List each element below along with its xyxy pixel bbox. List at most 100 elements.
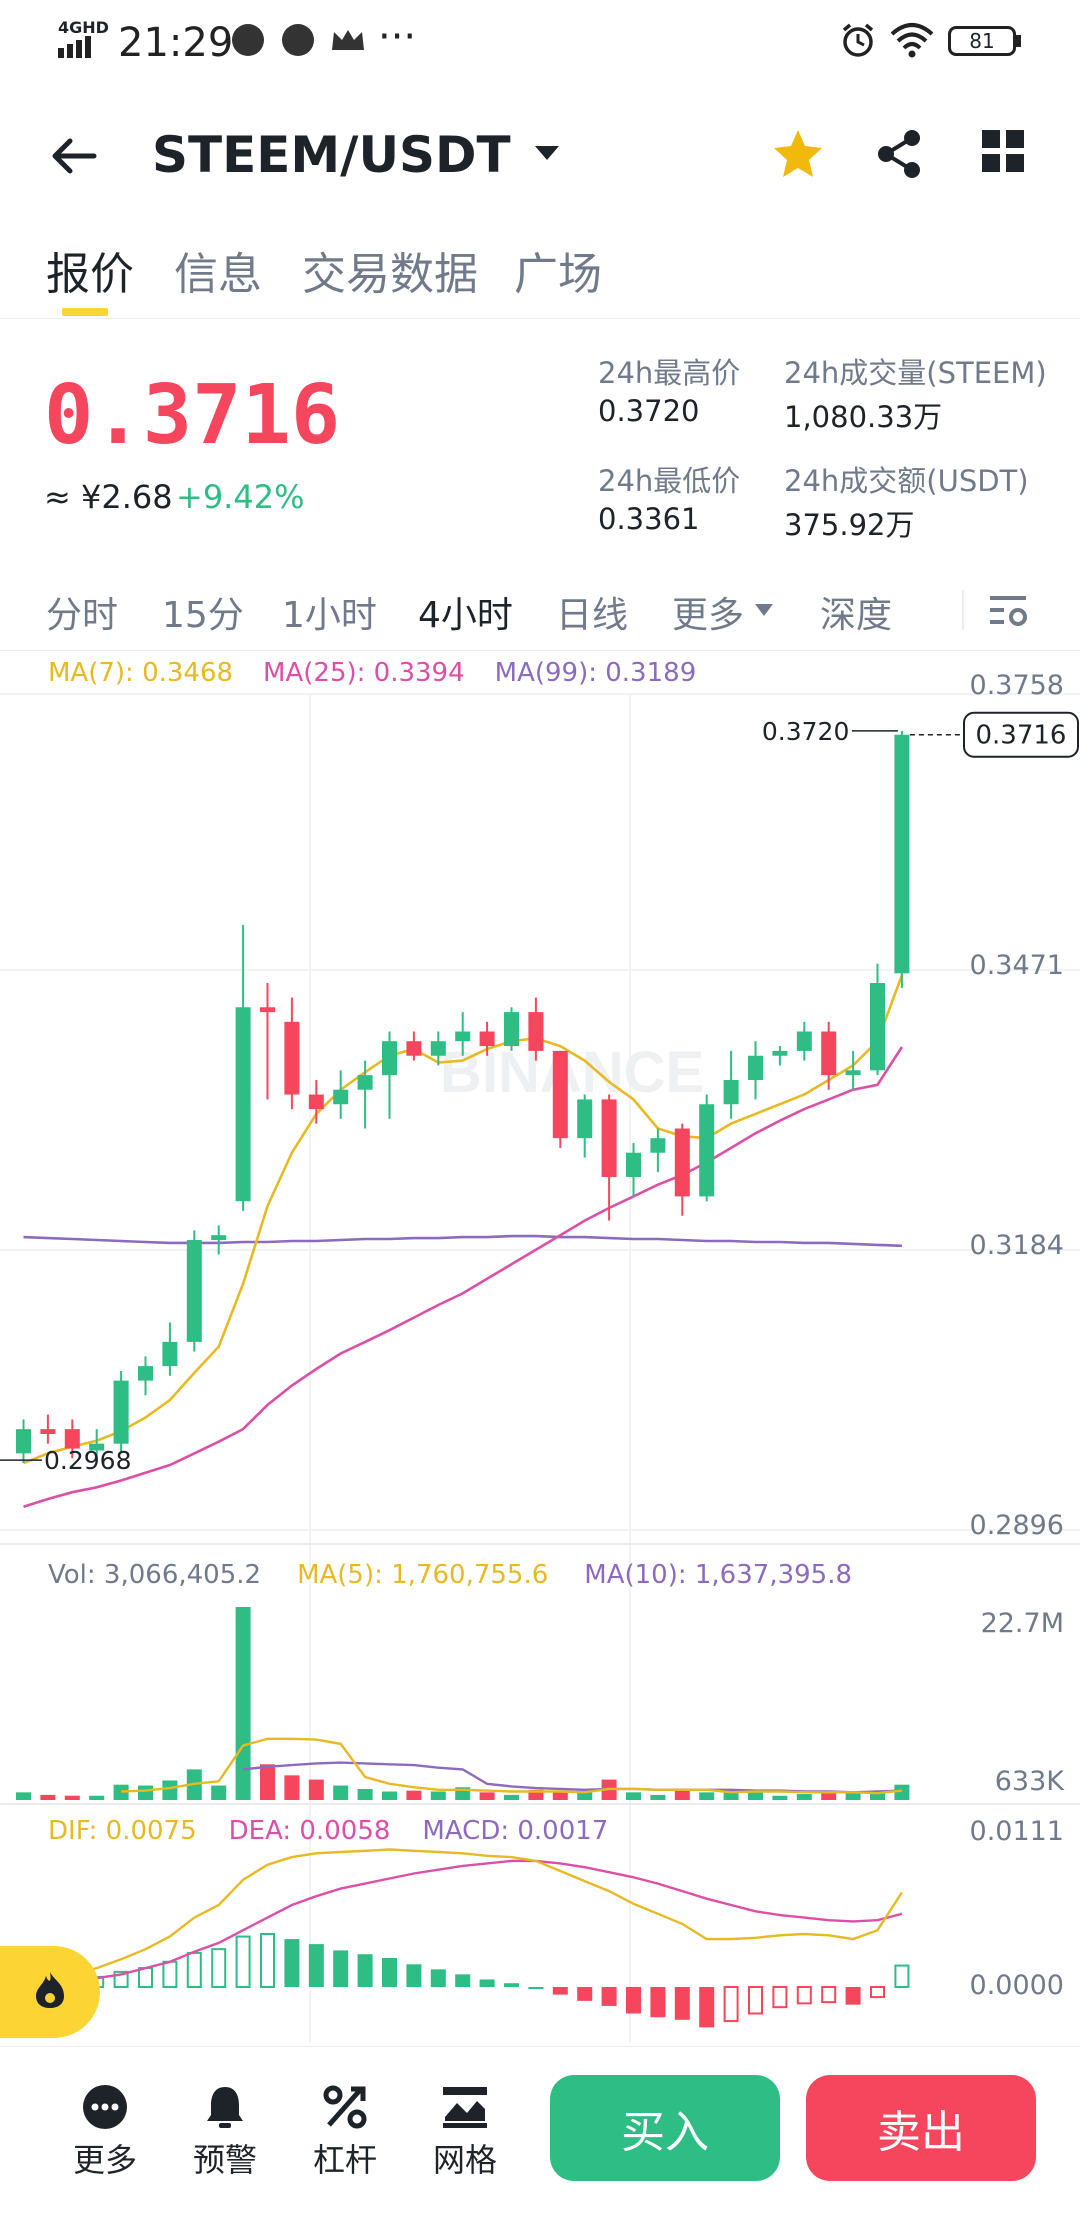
low-value: 0.3361: [598, 502, 700, 536]
volume-bar-4: [113, 1784, 129, 1800]
sell-button[interactable]: 卖出: [806, 2075, 1036, 2181]
buy-button[interactable]: 买入: [550, 2075, 780, 2181]
kline-chart[interactable]: BINANCE 0.3720 0.2968 0.3716: [0, 652, 1080, 2042]
mascot-app-icon: [282, 24, 314, 56]
interval-timeline[interactable]: 分时: [46, 595, 119, 636]
app-header: STEEM/USDT: [0, 100, 1080, 210]
tab-square[interactable]: 广场: [514, 249, 602, 300]
pair-selector[interactable]: STEEM/USDT: [152, 120, 561, 190]
candle-body-30: [748, 1055, 763, 1080]
legend-vol-ma5: MA(5): 1,760,755.6: [297, 1560, 549, 1590]
ma-lines: [23, 974, 904, 1508]
bottom-action-bar: 更多 预警 杠杆 网格 买入 卖出: [0, 2046, 1080, 2215]
macd-axis-max: 0.0111: [969, 1816, 1064, 1847]
volume-bar-21: [528, 1789, 544, 1800]
candle-19: [479, 1021, 495, 1056]
volume-bar-29: [723, 1790, 739, 1800]
volume-bar-22: [552, 1792, 568, 1800]
macd-bar-26: [650, 1987, 666, 2018]
interval-1d[interactable]: 日线: [556, 595, 629, 636]
crown-app-icon: [330, 28, 366, 52]
interval-depth[interactable]: 深度: [820, 595, 893, 636]
macd-bar-5: [138, 1967, 153, 1988]
candle-body-23: [577, 1099, 593, 1139]
grid-trading-icon: [443, 2087, 487, 2128]
volume-bar-12: [308, 1779, 324, 1800]
candle-23: [577, 1094, 593, 1158]
candle-11: [284, 997, 300, 1110]
candle-0: [16, 1419, 31, 1464]
volume-legend: Vol: 3,066,405.2 MA(5): 1,760,755.6 MA(1…: [48, 1560, 852, 1590]
more-label: 更多: [72, 2141, 137, 2179]
candle-body-29: [723, 1079, 739, 1105]
hot-floating-button[interactable]: [0, 1946, 100, 2038]
star-icon[interactable]: [770, 126, 826, 182]
volume-bar-6: [162, 1780, 178, 1800]
candle-body-17: [430, 1041, 446, 1056]
volume-bar-20: [504, 1794, 519, 1800]
candle-36: [894, 730, 910, 988]
macd-bar-16: [406, 1964, 422, 1987]
high-label: 24h最高价: [598, 356, 741, 390]
leverage-label: 杠杆: [312, 2141, 377, 2179]
tab-trading-data[interactable]: 交易数据: [302, 249, 478, 300]
candle-32: [796, 1021, 812, 1061]
grid-menu-icon[interactable]: [980, 128, 1026, 174]
dropdown-caret-icon: [533, 143, 561, 167]
network-type: 4GHD: [58, 18, 109, 37]
volume-bar-10: [260, 1764, 275, 1800]
candle-body-36: [894, 734, 910, 974]
legend-ma99: MA(99): 0.3189: [494, 658, 697, 688]
macd-bar-28: [699, 1987, 715, 2028]
dif-line: [23, 1848, 903, 1986]
macd-bar-18: [455, 1974, 471, 1987]
interval-more-dropdown[interactable]: 更多: [672, 586, 774, 638]
tab-quote[interactable]: 报价: [46, 249, 134, 300]
candle-body-6: [162, 1341, 178, 1367]
macd-bar-9: [235, 1935, 251, 1989]
battery-icon: 81: [948, 26, 1016, 56]
volume-bar-30: [748, 1789, 763, 1800]
volume-bar-25: [626, 1792, 641, 1800]
candle-17: [430, 1031, 446, 1066]
macd-bar-11: [284, 1939, 300, 1987]
watermark: BINANCE: [440, 1040, 704, 1105]
volume-bar-13: [333, 1785, 349, 1800]
interval-4h[interactable]: 4小时: [418, 595, 513, 636]
price-axis-2: 0.3471: [969, 950, 1064, 981]
candle-35: [870, 963, 885, 1076]
candle-body-10: [260, 1007, 275, 1013]
candle-body-16: [406, 1041, 422, 1056]
dea-line: [23, 1859, 903, 1989]
candle-24: [601, 1094, 617, 1221]
candle-31: [772, 1046, 788, 1066]
price-change: +9.42%: [176, 478, 305, 516]
tab-info[interactable]: 信息: [174, 249, 262, 300]
chart-settings-icon[interactable]: [988, 590, 1028, 630]
candle-22: [552, 1050, 568, 1148]
percent-icon: [323, 2085, 367, 2129]
more-action[interactable]: 更多: [60, 2083, 150, 2181]
leverage-action[interactable]: 杠杆: [300, 2083, 390, 2181]
candle-30: [748, 1041, 763, 1100]
macd-bar-33: [821, 1986, 837, 2004]
interval-1h[interactable]: 1小时: [282, 595, 377, 636]
candle-body-32: [796, 1031, 812, 1051]
alert-action[interactable]: 预警: [180, 2083, 270, 2181]
candle-34: [845, 1050, 861, 1090]
candle-body-31: [772, 1050, 788, 1056]
legend-vol-ma10: MA(10): 1,637,395.8: [584, 1560, 853, 1590]
back-arrow-icon[interactable]: [48, 128, 104, 184]
macd-bar-27: [674, 1987, 690, 2020]
interval-15m[interactable]: 15分: [162, 595, 244, 636]
volume-bar-11: [284, 1775, 300, 1800]
candle-body-35: [870, 983, 885, 1071]
macd-bar-17: [430, 1969, 446, 1987]
candle-25: [626, 1143, 641, 1197]
volume-bar-33: [821, 1793, 837, 1800]
share-icon[interactable]: [874, 126, 926, 182]
grid-action[interactable]: 网格: [420, 2083, 510, 2181]
main-tabs: 报价 信息 交易数据 广场: [0, 228, 1080, 319]
macd-bar-14: [357, 1954, 373, 1987]
volume-bars: [16, 1607, 910, 1800]
